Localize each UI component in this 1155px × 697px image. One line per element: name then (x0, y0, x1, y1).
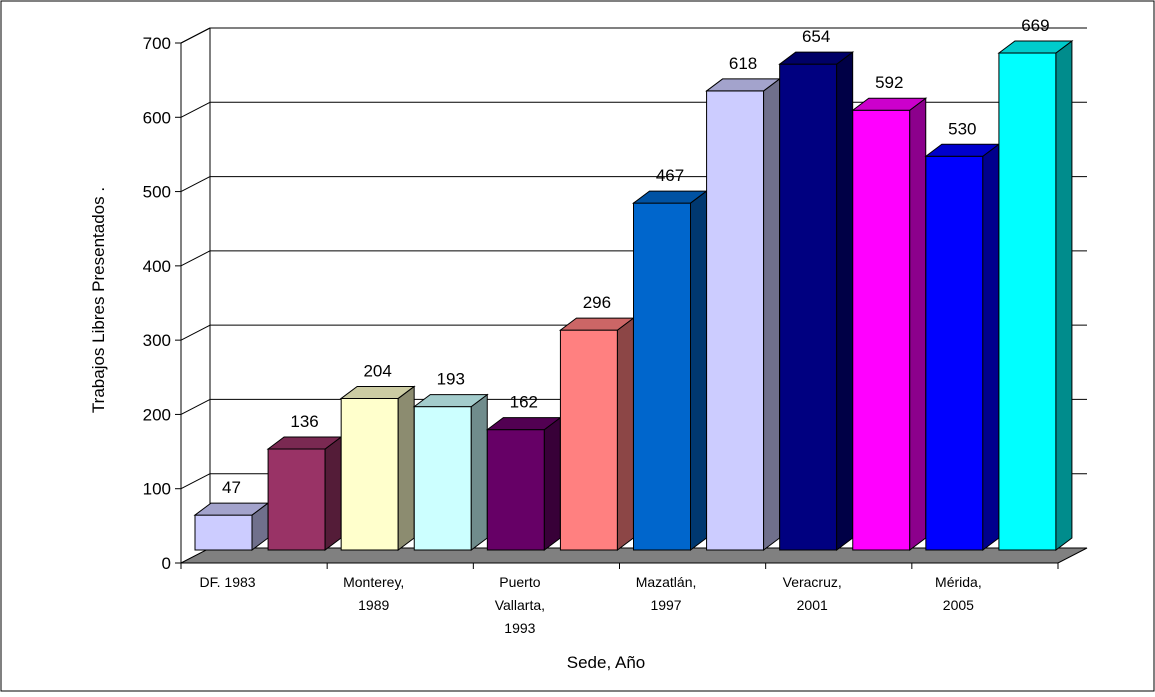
bar (413, 406, 472, 551)
bar-top (851, 97, 928, 111)
y-tick-label: 0 (162, 554, 171, 573)
x-tick-label-line: Puerto (499, 574, 540, 590)
x-tick-label: DF. 1983 (200, 574, 256, 590)
bar-side (909, 97, 927, 551)
data-label: 592 (875, 73, 903, 92)
data-label: 530 (948, 119, 976, 138)
bar-top (997, 40, 1074, 54)
x-tick-label-line: 2001 (797, 597, 828, 613)
gridline-diag (180, 176, 211, 193)
gridline-diag (180, 398, 211, 415)
x-tick-label-line: Veracruz, (783, 574, 842, 590)
x-tick-label: Veracruz, 2001 (783, 574, 842, 613)
bar (486, 429, 545, 551)
bar (706, 90, 765, 551)
x-tick-label: Mazatlán, 1997 (636, 574, 697, 613)
data-label: 618 (729, 54, 757, 73)
axes (175, 42, 1059, 569)
bar (267, 448, 326, 551)
bar-side (616, 317, 634, 551)
x-tick-label-line: Monterey, (343, 574, 404, 590)
bar (340, 397, 399, 551)
bar-side (397, 385, 415, 551)
y-tick-label: 700 (143, 34, 171, 53)
data-label: 162 (510, 393, 538, 412)
bar-side (690, 190, 707, 551)
bar-top (339, 385, 416, 399)
gridline-diag (180, 250, 211, 267)
x-tick-label-line: 1993 (504, 620, 535, 636)
data-label: 467 (656, 166, 684, 185)
x-tick-label: Mérida, 2005 (935, 574, 982, 613)
bars (193, 40, 1074, 551)
x-axis-label: Sede, Año (567, 653, 645, 672)
gridline-diag (180, 324, 211, 341)
x-tick-label: Monterey, 1989 (343, 574, 404, 613)
y-axis-label: Trabajos Libres Presentados . (89, 187, 108, 413)
y-tick-label: 200 (143, 405, 171, 424)
gridline-diag (180, 473, 211, 490)
x-tick-label-line: 1997 (650, 597, 681, 613)
data-label: 47 (222, 478, 241, 497)
y-tick-label: 500 (143, 183, 171, 202)
data-label: 669 (1021, 16, 1049, 35)
data-label: 204 (363, 361, 391, 380)
data-label: 296 (583, 293, 611, 312)
bar-side (836, 51, 854, 551)
bar (998, 52, 1057, 551)
bar-side (1055, 40, 1073, 551)
bar (194, 514, 253, 551)
y-tick-label: 400 (143, 257, 171, 276)
bar (559, 329, 618, 551)
tick-labels: 0 100 200 300 400 500 600 700 DF. 1983 Monterey, 1… (143, 34, 982, 636)
data-labels: 47 136 204 193 162 296 467 618 654 592 530 669 (222, 16, 1050, 497)
bar (925, 155, 984, 551)
y-tick-label: 300 (143, 331, 171, 350)
bar-top (778, 51, 855, 65)
bar-side (470, 393, 488, 551)
bar-side (763, 77, 781, 551)
bar-side (543, 416, 561, 551)
y-tick-label: 600 (143, 108, 171, 127)
bar-side (324, 435, 342, 551)
data-label: 193 (437, 370, 465, 389)
x-tick-label: Puerto Vallarta, 1993 (495, 574, 545, 636)
gridline-diag (180, 27, 211, 44)
bar (779, 63, 838, 551)
bar-side (982, 143, 1000, 551)
bar (852, 109, 911, 551)
x-tick-label-line: 2005 (943, 597, 974, 613)
y-tick-label: 100 (143, 480, 171, 499)
x-tick-label-line: DF. 1983 (200, 574, 256, 590)
x-tick-label-line: Mazatlán, (636, 574, 697, 590)
bar-top (412, 394, 489, 408)
gridline-diag (180, 101, 211, 118)
x-tick-label-line: 1989 (358, 597, 389, 613)
bar (633, 202, 691, 551)
x-tick-label-line: Mérida, (935, 574, 982, 590)
data-label: 654 (802, 27, 830, 46)
data-label: 136 (290, 412, 318, 431)
x-tick-label-line: Vallarta, (495, 597, 545, 613)
